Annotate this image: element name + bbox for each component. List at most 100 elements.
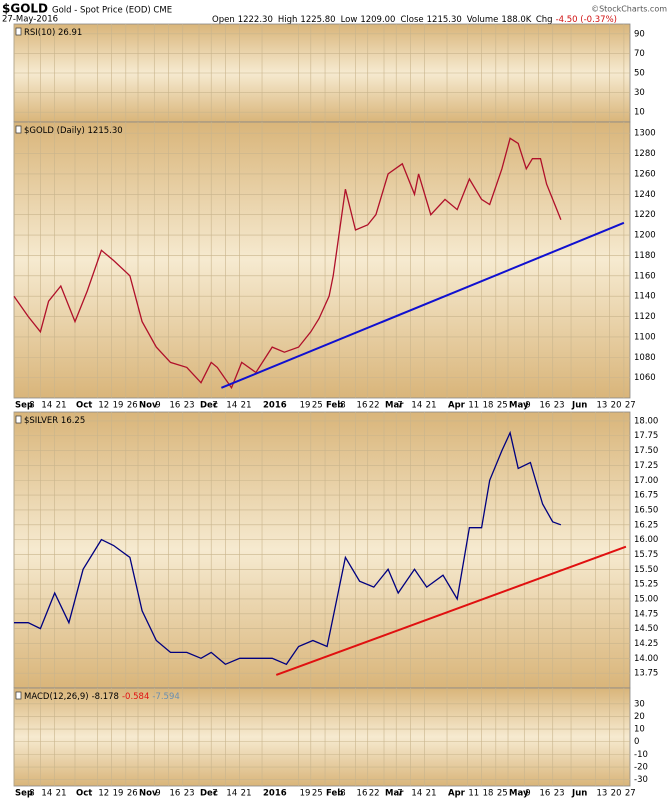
y-tick-label: 30	[634, 88, 645, 98]
x-tick-label: 23	[184, 789, 195, 799]
x-tick-label: 20	[611, 401, 622, 411]
x-tick-label: May	[509, 789, 529, 799]
panel-background	[13, 121, 631, 399]
x-tick-label: 23	[554, 401, 565, 411]
panel-label: $SILVER 16.25	[24, 416, 85, 426]
x-tick-label: 21	[426, 401, 437, 411]
panel-background	[13, 411, 631, 689]
quote-value: 188.0K	[501, 15, 531, 25]
y-tick-label: 16.50	[634, 505, 658, 515]
quote-label: Volume	[467, 15, 499, 25]
y-tick-label: -20	[634, 763, 648, 773]
y-tick-label: -10	[634, 750, 648, 760]
description: Gold - Spot Price (EOD) CME	[52, 6, 172, 16]
x-tick-label: 21	[426, 789, 437, 799]
x-tick-label: 9	[525, 401, 530, 411]
x-tick-label: 14	[226, 789, 237, 799]
trendline	[220, 221, 625, 389]
price-line	[14, 430, 562, 666]
x-tick-label: 13	[596, 401, 607, 411]
x-tick-label: 8	[29, 401, 34, 411]
y-tick-label: 17.25	[634, 461, 658, 471]
x-tick-label: 14	[226, 401, 237, 411]
y-tick-label: 1060	[634, 373, 656, 383]
x-tick-label: 11	[468, 401, 479, 411]
y-tick-label: 1260	[634, 169, 656, 179]
x-tick-label: Dec	[200, 789, 218, 799]
x-tick-label: 14	[41, 401, 52, 411]
panel-title: $SILVER 16.25	[24, 416, 85, 426]
x-tick-label: 8	[29, 789, 34, 799]
y-tick-label: 16.25	[634, 520, 658, 530]
x-tick-label: 23	[184, 401, 195, 411]
x-tick-label: Jun	[571, 789, 587, 799]
x-tick-label: 27	[625, 401, 636, 411]
y-tick-label: 16.75	[634, 491, 658, 501]
y-tick-label: 15.50	[634, 565, 658, 575]
x-tick-label: 13	[596, 789, 607, 799]
x-tick-label: 8	[340, 401, 345, 411]
x-tick-label: Sep	[15, 789, 33, 799]
x-tick-label: 19	[113, 401, 124, 411]
x-tick-label: Nov	[139, 401, 158, 411]
x-tick-label: 26	[127, 401, 138, 411]
y-tick-label: 0	[634, 737, 639, 747]
y-tick-label: 15.25	[634, 580, 658, 590]
y-tick-label: 17.00	[634, 476, 658, 486]
header: $GOLD Gold - Spot Price (EOD) CME 27-May…	[2, 2, 667, 25]
y-tick-label: 30	[634, 699, 645, 709]
y-tick-label: 1280	[634, 149, 656, 159]
y-tick-label: 1220	[634, 210, 656, 220]
x-tick-label: Jun	[571, 401, 587, 411]
panel-icon	[15, 691, 22, 700]
y-tick-label: 10	[634, 725, 645, 735]
y-tick-label: 1140	[634, 292, 656, 302]
x-tick-label: 25	[497, 789, 508, 799]
x-tick-label: 12	[98, 789, 109, 799]
x-tick-label: 7	[212, 789, 217, 799]
x-tick-label: 14	[411, 401, 422, 411]
credit: ©StockCharts.com	[591, 5, 667, 14]
panel-background	[13, 687, 631, 787]
x-tick-label: 9	[525, 789, 530, 799]
x-tick-label: May	[509, 401, 529, 411]
x-tick-label: 21	[56, 401, 67, 411]
x-tick-label: 25	[497, 401, 508, 411]
x-tick-label: 14	[41, 789, 52, 799]
y-tick-label: 50	[634, 69, 645, 79]
x-tick-label: 26	[127, 789, 138, 799]
panel-title: RSI(10) 26.91	[24, 28, 82, 38]
panel-value: -0.584	[122, 692, 149, 702]
y-tick-label: 1100	[634, 332, 656, 342]
x-tick-label: 18	[483, 789, 494, 799]
y-tick-label: -30	[634, 775, 648, 785]
x-tick-label: Mar	[385, 789, 404, 799]
x-tick-label: 16	[540, 401, 551, 411]
symbol: $GOLD	[2, 2, 48, 16]
trendline	[275, 545, 627, 676]
x-tick-label: 20	[611, 789, 622, 799]
panel-label: MACD(12,26,9) -8.178 -0.584 -7.594	[24, 692, 180, 702]
quote-value: 1209.00	[360, 15, 395, 25]
panel-title: MACD(12,26,9)	[24, 692, 89, 702]
quote-label: Chg	[536, 15, 553, 25]
x-tick-label: Oct	[76, 789, 92, 799]
x-tick-label: 14	[411, 789, 422, 799]
y-tick-label: 15.75	[634, 550, 658, 560]
x-tick-label: 2016	[263, 789, 287, 799]
x-tick-label: 7	[397, 789, 402, 799]
x-tick-label: 19	[300, 401, 311, 411]
x-tick-label: Feb	[326, 789, 343, 799]
y-tick-label: 1080	[634, 353, 656, 363]
quote-label: Open	[212, 15, 235, 25]
y-tick-label: 1180	[634, 251, 656, 261]
x-tick-label: 19	[113, 789, 124, 799]
x-tick-label: Apr	[448, 401, 466, 411]
x-tick-label: 19	[300, 789, 311, 799]
x-tick-label: Nov	[139, 789, 158, 799]
y-tick-label: 90	[634, 29, 645, 39]
y-tick-label: 16.00	[634, 535, 658, 545]
x-tick-label: 22	[369, 789, 380, 799]
x-tick-label: 22	[369, 401, 380, 411]
